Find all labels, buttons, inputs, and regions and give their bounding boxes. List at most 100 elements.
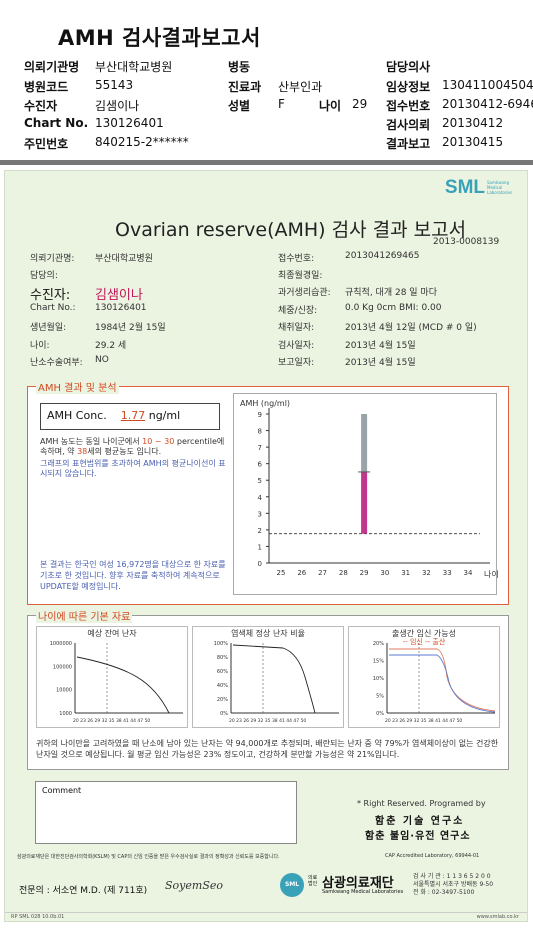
conc-label: AMH Conc. xyxy=(47,409,107,422)
mini-y-tick: 10% xyxy=(373,676,384,682)
info-label: 과거생리습관: xyxy=(278,288,331,298)
mini-y-tick: 1000000 xyxy=(50,641,72,647)
x-tick-label: 29 xyxy=(360,569,369,577)
y-tick-label: 5 xyxy=(258,477,262,485)
x-tick-label: 31 xyxy=(401,569,410,577)
info-value: NO xyxy=(95,355,109,365)
desc-age: 38 xyxy=(77,447,88,456)
mini-x-ticks: 20 23 26 29 32 35 38 41 44 47 50 xyxy=(73,718,150,724)
amh-chart: AMH (ng/ml) 0 1 2 3 4 5 6 7 8 9 25 26 27 28 29 30 31 32 33 3… xyxy=(233,393,499,595)
conc-unit: ng/ml xyxy=(148,409,181,422)
info-value: 1984년 2월 15일 xyxy=(95,323,166,333)
mini-y-tick: 0% xyxy=(376,711,384,717)
info-label: 검사일자: xyxy=(278,341,315,351)
mini-chart-legend: -- 임신 -- 출산 xyxy=(402,638,446,646)
header-label: 검사의뢰 xyxy=(386,118,431,132)
x-tick-label: 28 xyxy=(339,569,348,577)
normal-chromosome-chart: 염색체 정상 난자 비율 100% 80% 60% 40% 20% 0% 20 23 26 … xyxy=(192,626,344,728)
mini-y-tick: 1000 xyxy=(59,711,72,717)
website: www.smlab.co.kr xyxy=(476,914,519,920)
header-label: 수진자 xyxy=(24,99,58,113)
mini-y-tick: 20% xyxy=(217,697,228,703)
header-label: 병동 xyxy=(228,60,251,74)
header-label: 결과보고 xyxy=(386,137,431,151)
info-label: 최종월경일: xyxy=(278,271,323,281)
desc-text: 세의 평균농도 입니다. xyxy=(87,447,162,456)
foundation-logo: SML 의료 법인 삼광의료재단 Samkwang Medical Labora… xyxy=(280,871,410,901)
header-value: 840215-2****** xyxy=(95,135,189,149)
mini-y-tick: 40% xyxy=(217,683,228,689)
header-label: 성별 xyxy=(228,99,251,113)
header-label: 나이 xyxy=(319,99,342,113)
x-tick-label: 33 xyxy=(443,569,452,577)
y-tick-label: 1 xyxy=(258,543,262,551)
x-tick-label: 34 xyxy=(464,569,473,577)
form-number: RP SML 028 10.0b.01 xyxy=(11,914,65,920)
header-value: 29 xyxy=(352,97,368,111)
info-value: 2013년 4월 15일 xyxy=(345,358,416,368)
info-value: 29.2 세 xyxy=(95,341,127,351)
header-value: 130126401 xyxy=(95,116,164,130)
org-name-2: 함춘 불임·유전 연구소 xyxy=(365,831,471,842)
info-value: 규칙적, 대개 28 일 마다 xyxy=(345,288,437,298)
x-tick-label: 32 xyxy=(422,569,431,577)
desc-text: percentile에 속하며, 약 xyxy=(40,437,225,456)
info-label: 의뢰기관명: xyxy=(30,254,75,264)
info-label: 체중/신장: xyxy=(278,306,318,316)
mini-x-ticks: 20 23 26 29 32 35 38 41 44 47 50 xyxy=(229,718,306,724)
report-title: Ovarian reserve(AMH) 검사 결과 보고서 xyxy=(115,219,467,241)
mini-y-tick: 0% xyxy=(220,711,228,717)
info-label: 채취일자: xyxy=(278,323,315,333)
header-value: 20130412-6946 xyxy=(442,97,533,111)
y-tick-label: 2 xyxy=(258,527,262,535)
sml-circle-icon: SML xyxy=(280,873,304,897)
info-label: Chart No.: xyxy=(30,303,76,313)
sml-logo-subtitle: Samkwang Medical Laboratories xyxy=(487,180,513,195)
mini-curve xyxy=(389,654,496,713)
pregnancy-chance-chart: 출생간 임신 가능성 -- 임신 -- 출산 20% 15% 10% 5% 0% 20 2… xyxy=(348,626,500,728)
info-value: 0.0 Kg 0cm BMI: 0.00 xyxy=(345,303,442,313)
mini-y-tick: 5% xyxy=(376,694,384,700)
desc-note-blue: 그래프의 표현범위를 초과하여 AMH의 평균나이선이 표시되지 않습니다. xyxy=(40,459,226,478)
x-tick-label: 27 xyxy=(318,569,327,577)
y-tick-label: 3 xyxy=(258,510,262,518)
x-axis-label: 나이 xyxy=(484,569,498,579)
info-value: 김샘이나 xyxy=(95,288,143,303)
info-label: 보고일자: xyxy=(278,358,315,368)
header-label: Chart No. xyxy=(24,116,89,130)
info-value: 2013041269465 xyxy=(345,251,420,261)
info-label: 생년월일: xyxy=(30,323,67,333)
header-label: 진료과 xyxy=(228,80,262,94)
info-value: 부산대학교병원 xyxy=(95,254,153,264)
org-name-1: 함춘 기술 연구소 xyxy=(375,816,465,827)
foundation-prefix: 의료 법인 xyxy=(308,875,318,887)
data-source-note: 본 결과는 한국인 여성 16,972명을 대상으로 한 자료를 기초로 한 것… xyxy=(40,560,226,591)
header-label: 접수번호 xyxy=(386,99,431,113)
mini-chart-title: 염색체 정상 난자 비율 xyxy=(231,629,305,638)
mini-x-ticks: 20 23 26 29 32 35 38 41 44 47 50 xyxy=(385,718,462,724)
info-label: 담당의: xyxy=(30,271,58,281)
lab-address: 검 사 기 관 : 1 1 3 6 5 2 0 0 서울특별시 서초구 방배동 … xyxy=(413,873,493,897)
y-tick-label: 8 xyxy=(258,428,262,436)
info-value: 2013년 4월 15일 xyxy=(345,341,416,351)
addr-line: 전 화 : 02-3497-5100 xyxy=(413,889,475,896)
form-footer: RP SML 028 10.0b.01 www.smlab.co.kr xyxy=(5,912,527,921)
header-value: 130411004504 xyxy=(442,78,533,92)
header-label: 병원코드 xyxy=(24,80,69,94)
x-tick-label: 25 xyxy=(277,569,286,577)
y-tick-label: 4 xyxy=(258,494,263,502)
mini-y-tick: 100000 xyxy=(53,664,72,670)
y-tick-label: 6 xyxy=(258,461,263,469)
base-data-section: 나이에 따른 기본 자료 예상 잔여 난자 1000000 100000 10000… xyxy=(27,608,509,770)
upper-range-bar xyxy=(361,414,368,472)
mini-y-tick: 80% xyxy=(217,655,228,661)
x-tick-label: 30 xyxy=(380,569,389,577)
rights-text: * Right Reserved. Programed by xyxy=(357,799,486,808)
header-value: 부산대학교병원 xyxy=(95,60,173,74)
header-label: 임상정보 xyxy=(386,80,431,94)
conc-value: 1.77 xyxy=(120,409,146,422)
header-label: 담당의사 xyxy=(386,60,431,74)
comment-label: Comment xyxy=(42,786,82,795)
amh-description: AMH 농도는 동일 나이군에서 10 ~ 30 percentile에 속하며… xyxy=(40,437,230,479)
